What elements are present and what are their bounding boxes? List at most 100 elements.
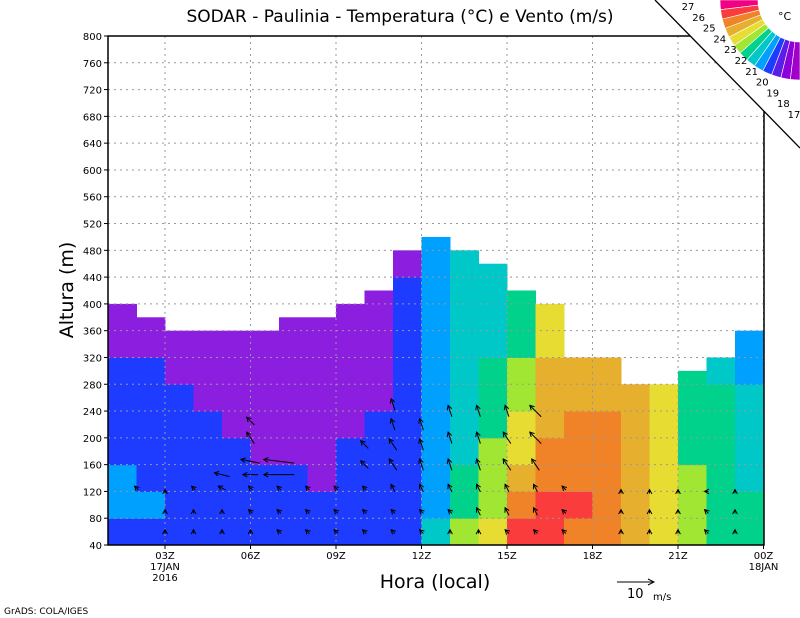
temperature-cell [478,411,508,439]
wind-arrow [133,485,140,492]
temperature-cell [621,491,650,519]
wind-arrow [276,528,283,535]
temperature-cell [250,357,280,385]
x-tick-label: 03Z [155,551,175,562]
wind-head [418,508,425,515]
wind-head [503,404,510,411]
wind-arrow [418,457,424,471]
temperature-cell [250,491,280,519]
temperature-cell [165,357,194,385]
wind-head [532,528,539,535]
wind-head [446,404,453,411]
wind-arrow [561,508,568,515]
wind-arrow [475,404,481,417]
legend-swatch [790,41,800,81]
wind-head [529,404,535,411]
wind-arrow [333,508,340,515]
temperature-cell [336,384,365,412]
wind-arrow [532,483,538,493]
wind-shaft [390,418,396,431]
wind-head [333,485,340,492]
temperature-cell [535,384,565,412]
temperature-cell [250,518,280,546]
temperature-cell [393,357,422,385]
temperature-cell [136,411,166,439]
wind-head [239,457,246,463]
temperature-cell [336,411,365,439]
wind-head [675,508,681,515]
temperature-cell [621,384,650,412]
temperature-cell [393,518,422,546]
wind-arrow [246,431,255,444]
wind-head [446,431,453,438]
temperature-cell [421,330,451,358]
wind-head [190,508,197,515]
wind-head [732,488,738,495]
legend-label: 23 [724,45,737,56]
y-tick-label: 200 [83,434,102,445]
wind-head [532,483,538,490]
wind-head [446,457,453,464]
temperature-cell [621,464,650,492]
temperature-cell [136,437,166,466]
x-tick-label: 06Z [241,551,261,562]
wind-head [361,508,368,515]
wind-shaft [419,458,424,471]
temperature-cell [421,437,451,466]
temperature-cell [279,384,308,412]
x-tick-label: 18Z [583,551,603,562]
wind-arrow [390,483,396,493]
wind-arrow [418,508,425,515]
temperature-cell [678,491,707,519]
temperature-cell [222,411,251,439]
temperature-cell [421,236,451,251]
temperature-cell [108,357,137,385]
wind-arrow [162,488,168,495]
legend-label: 27 [682,2,695,13]
temperature-cell [507,357,536,385]
temperature-cell [621,411,650,439]
wind-arrow [389,417,396,431]
temperature-cell [307,518,337,546]
wind-head [475,506,481,513]
wind-head [561,508,568,515]
wind-head [190,528,197,535]
temperature-cell [165,384,194,412]
wind-head [646,508,653,515]
wind-shaft [476,431,481,444]
temperature-cell [193,384,223,412]
y-tick-label: 120 [83,487,102,498]
temperature-cell [735,491,764,519]
ref-vector-unit: m/s [653,592,671,603]
temperature-cell [649,411,679,439]
wind-arrow [646,528,653,535]
y-axis-label: Altura (m) [56,242,78,339]
temperature-cell [307,357,337,385]
temperature-cell [222,437,251,466]
temperature-cell [108,411,137,439]
temperature-cell [450,330,479,358]
temperature-cell [421,277,451,305]
wind-head [418,457,424,464]
wind-arrow [390,528,397,535]
temperature-cell [108,330,137,358]
wind-shaft [419,484,424,493]
temperature-cell [535,357,565,385]
wind-head [162,528,168,535]
y-tick-label: 440 [83,273,102,284]
temperature-cell [279,317,308,332]
temperature-cell [336,357,365,385]
wind-head [475,457,481,464]
temperature-cell [336,464,365,492]
temperature-cell [478,518,508,546]
wind-arrow [531,458,540,471]
temperature-cell [507,303,536,332]
wind-head [531,458,537,464]
wind-head [304,485,311,492]
y-tick-label: 480 [83,246,102,257]
temperature-cell [222,464,251,492]
temperature-cell [108,384,137,412]
wind-head [162,488,168,495]
temperature-cell [478,464,508,492]
wind-head [618,528,624,535]
